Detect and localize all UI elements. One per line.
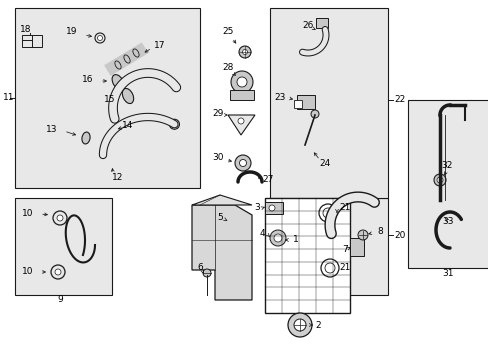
- Polygon shape: [192, 205, 251, 300]
- Text: 25: 25: [222, 27, 233, 36]
- Text: 33: 33: [441, 217, 453, 226]
- Bar: [15, 198, 112, 295]
- Circle shape: [323, 208, 332, 218]
- Circle shape: [55, 269, 61, 275]
- Text: 26: 26: [302, 22, 313, 31]
- Bar: [264, 198, 349, 313]
- Circle shape: [310, 110, 318, 118]
- Text: 1: 1: [292, 235, 298, 244]
- Text: 11: 11: [3, 94, 15, 103]
- Circle shape: [268, 205, 274, 211]
- Text: 31: 31: [441, 269, 453, 278]
- Circle shape: [436, 177, 442, 183]
- Bar: [264, 202, 283, 214]
- Text: 3: 3: [254, 202, 259, 211]
- Bar: [315, 18, 327, 28]
- Text: 27: 27: [262, 175, 273, 184]
- Ellipse shape: [239, 159, 246, 166]
- Text: 17: 17: [154, 41, 165, 50]
- Text: 21: 21: [339, 264, 350, 273]
- Text: 29: 29: [212, 108, 223, 117]
- Ellipse shape: [82, 132, 90, 144]
- Circle shape: [433, 174, 445, 186]
- Ellipse shape: [230, 71, 252, 93]
- Text: 16: 16: [82, 76, 94, 85]
- Polygon shape: [227, 115, 254, 135]
- Circle shape: [273, 234, 282, 242]
- Circle shape: [238, 118, 244, 124]
- Bar: [22, 35, 42, 47]
- Text: 24: 24: [319, 158, 330, 167]
- Text: 12: 12: [112, 172, 123, 181]
- Bar: [271, 198, 387, 295]
- Text: 22: 22: [393, 95, 405, 104]
- Text: 20: 20: [393, 230, 405, 239]
- Text: 5: 5: [217, 212, 223, 221]
- Ellipse shape: [122, 89, 133, 104]
- Text: 23: 23: [274, 93, 285, 102]
- Circle shape: [293, 319, 305, 331]
- Bar: [269, 8, 387, 198]
- Ellipse shape: [235, 155, 250, 171]
- Ellipse shape: [112, 75, 123, 89]
- Circle shape: [269, 230, 285, 246]
- Text: 9: 9: [57, 296, 63, 305]
- Circle shape: [239, 46, 250, 58]
- Ellipse shape: [237, 77, 246, 87]
- Bar: [293, 100, 302, 108]
- Text: 19: 19: [66, 27, 78, 36]
- Bar: [15, 8, 200, 188]
- Text: 21: 21: [339, 202, 350, 211]
- Text: 13: 13: [46, 126, 58, 135]
- Text: 10: 10: [22, 208, 34, 217]
- Circle shape: [357, 230, 367, 240]
- Text: 10: 10: [22, 267, 34, 276]
- Text: 6: 6: [197, 262, 203, 271]
- Bar: [349, 238, 363, 256]
- Text: 8: 8: [376, 228, 382, 237]
- Circle shape: [287, 313, 311, 337]
- Text: 18: 18: [20, 26, 31, 35]
- Bar: [407, 100, 488, 268]
- Text: 28: 28: [222, 63, 233, 72]
- Text: 32: 32: [440, 161, 452, 170]
- Circle shape: [97, 36, 102, 40]
- Circle shape: [242, 49, 247, 54]
- FancyArrowPatch shape: [104, 42, 148, 76]
- Circle shape: [57, 215, 63, 221]
- Text: 15: 15: [104, 95, 116, 104]
- Text: 7: 7: [342, 246, 347, 255]
- Bar: [296, 95, 314, 109]
- Text: 4: 4: [259, 229, 264, 238]
- Circle shape: [325, 263, 334, 273]
- Text: 14: 14: [122, 122, 133, 130]
- Polygon shape: [192, 195, 251, 205]
- Bar: [229, 90, 253, 100]
- Text: 2: 2: [315, 320, 320, 329]
- Circle shape: [203, 269, 210, 277]
- Text: 30: 30: [212, 153, 224, 162]
